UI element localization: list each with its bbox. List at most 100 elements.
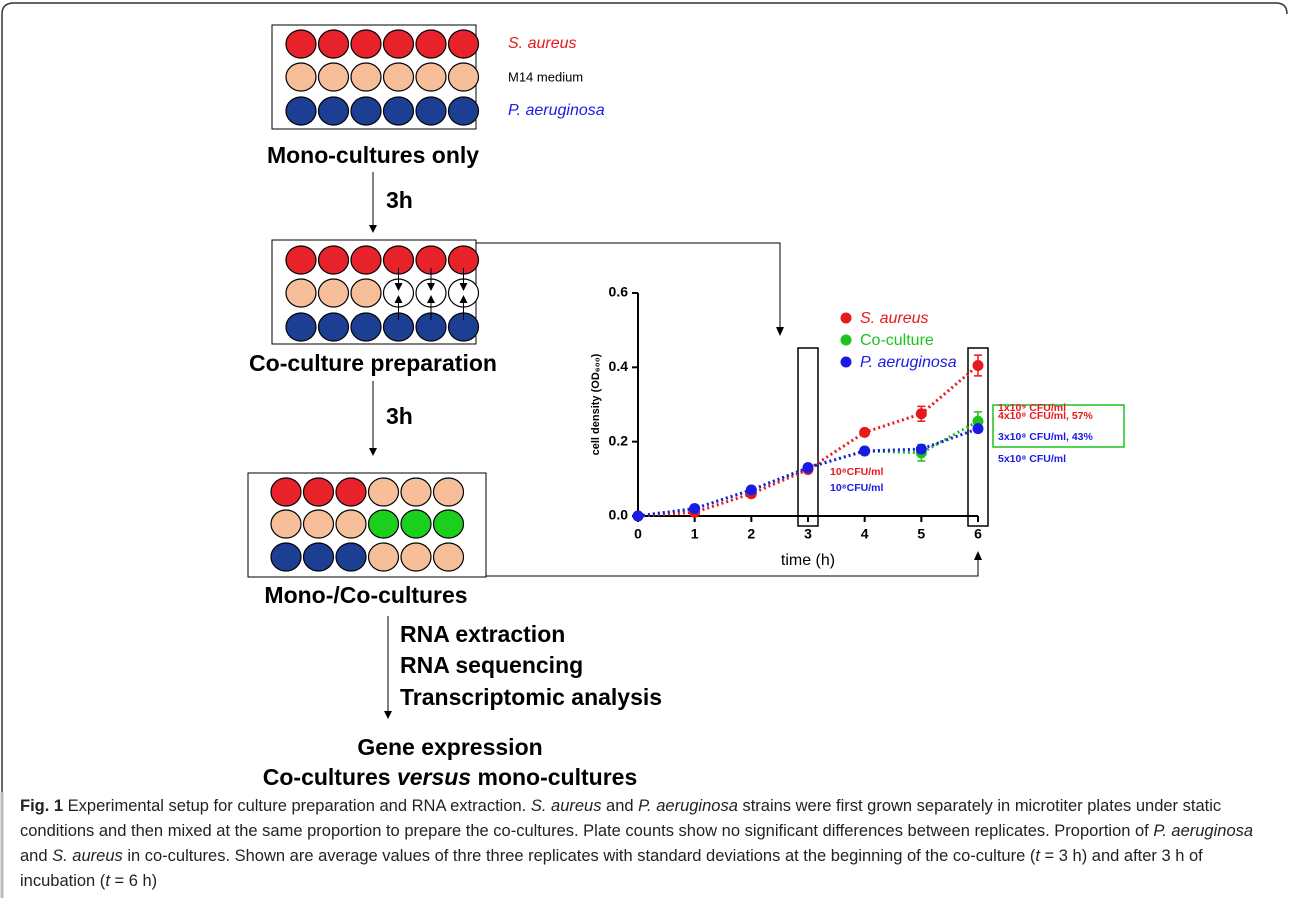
caption-run: Experimental setup for culture preparati… [63, 797, 531, 815]
well [401, 543, 431, 571]
connector [476, 243, 780, 335]
data-point [689, 503, 700, 514]
well [286, 63, 316, 91]
y-tick-label: 0.4 [609, 358, 629, 374]
step-label: Mono-/Co-cultures [264, 582, 467, 608]
well [319, 246, 349, 274]
text-run: versus [397, 764, 471, 790]
figure: S. aureus M14 medium P. aeruginosa Mono-… [0, 0, 1290, 910]
well [286, 246, 316, 274]
well [416, 97, 446, 125]
legend-marker [841, 357, 852, 368]
plate-label: S. aureus [508, 35, 576, 52]
x-tick-label: 3 [804, 526, 812, 542]
well [351, 246, 381, 274]
well [416, 63, 446, 91]
well [304, 510, 334, 538]
well [319, 63, 349, 91]
well [449, 63, 479, 91]
data-point [973, 360, 984, 371]
text-run: Co-cultures [263, 764, 397, 790]
well [304, 478, 334, 506]
x-tick-label: 2 [747, 526, 755, 542]
chart: 0.0 0.2 0.4 0.6 0 1 2 3 4 5 6 time (h) cell density … [590, 284, 1124, 570]
caption: Fig. 1 Experimental setup for culture pr… [20, 794, 1275, 894]
data-point [859, 445, 870, 456]
well [271, 478, 301, 506]
well [271, 543, 301, 571]
frame [2, 3, 1287, 898]
well [369, 543, 399, 571]
well [369, 478, 399, 506]
annotation: 4x10⁸ CFU/ml, 57% [998, 410, 1094, 422]
x-tick-label: 0 [634, 526, 642, 542]
legend-label: P. aeruginosa [860, 354, 957, 371]
caption-run: in co-cultures. Shown are average values… [123, 847, 1036, 865]
well [286, 97, 316, 125]
well [319, 97, 349, 125]
caption-run: S. aureus [531, 797, 602, 815]
well [384, 30, 414, 58]
caption-run: = 6 h) [110, 872, 157, 890]
text-run: mono-cultures [471, 764, 637, 790]
y-tick-label: 0.0 [609, 507, 629, 523]
caption-run: Fig. 1 [20, 797, 63, 815]
well [401, 478, 431, 506]
well [434, 510, 464, 538]
caption-run: P. aeruginosa [1153, 822, 1253, 840]
page: {"diagram": { "plate_labels": ["S. aureu… [0, 0, 1290, 910]
well [416, 30, 446, 58]
caption-run: S. aureus [52, 847, 123, 865]
well [384, 63, 414, 91]
annotation: 10⁸CFU/ml [830, 482, 883, 494]
well [286, 313, 316, 341]
data-point [633, 511, 644, 522]
annotation: 5x10⁸ CFU/ml [998, 453, 1066, 465]
data-point [973, 423, 984, 434]
annotation: 10⁸CFU/ml [830, 466, 883, 478]
data-point [916, 408, 927, 419]
x-tick-label: 5 [917, 526, 925, 542]
well [369, 510, 399, 538]
well [434, 543, 464, 571]
analysis-step: Transcriptomic analysis [400, 684, 662, 710]
data-point [803, 462, 814, 473]
x-tick-label: 1 [691, 526, 699, 542]
well [319, 30, 349, 58]
y-tick-label: 0.6 [609, 284, 629, 300]
wells [271, 30, 479, 571]
well [401, 510, 431, 538]
well [351, 63, 381, 91]
well [304, 543, 334, 571]
highlight-box [798, 348, 818, 526]
data-point [859, 427, 870, 438]
well [449, 30, 479, 58]
well [434, 478, 464, 506]
result-title: Gene expression [357, 734, 542, 760]
legend-marker [841, 313, 852, 324]
well [271, 510, 301, 538]
well [384, 97, 414, 125]
data-point [746, 484, 757, 495]
legend-marker [841, 335, 852, 346]
x-tick-label: 4 [861, 526, 869, 542]
y-axis-label: cell density (OD₆₀₀) [590, 353, 602, 455]
well [351, 30, 381, 58]
well [319, 279, 349, 307]
well [351, 97, 381, 125]
step-label: Co-culture preparation [249, 350, 497, 376]
result-subtitle: Co-cultures versus mono-cultures [263, 764, 637, 790]
y-tick-label: 0.2 [609, 432, 629, 448]
step-label: 3h [386, 187, 413, 213]
annotation: 3x10⁸ CFU/ml, 43% [998, 431, 1094, 443]
well [319, 313, 349, 341]
x-axis-label: time (h) [781, 552, 835, 569]
plate-label: M14 medium [508, 69, 583, 84]
caption-run: P. aeruginosa [638, 797, 738, 815]
well [286, 30, 316, 58]
well [286, 279, 316, 307]
legend-label: Co-culture [860, 332, 934, 349]
well [351, 279, 381, 307]
x-tick-label: 6 [974, 526, 982, 542]
caption-run: and [20, 847, 52, 865]
